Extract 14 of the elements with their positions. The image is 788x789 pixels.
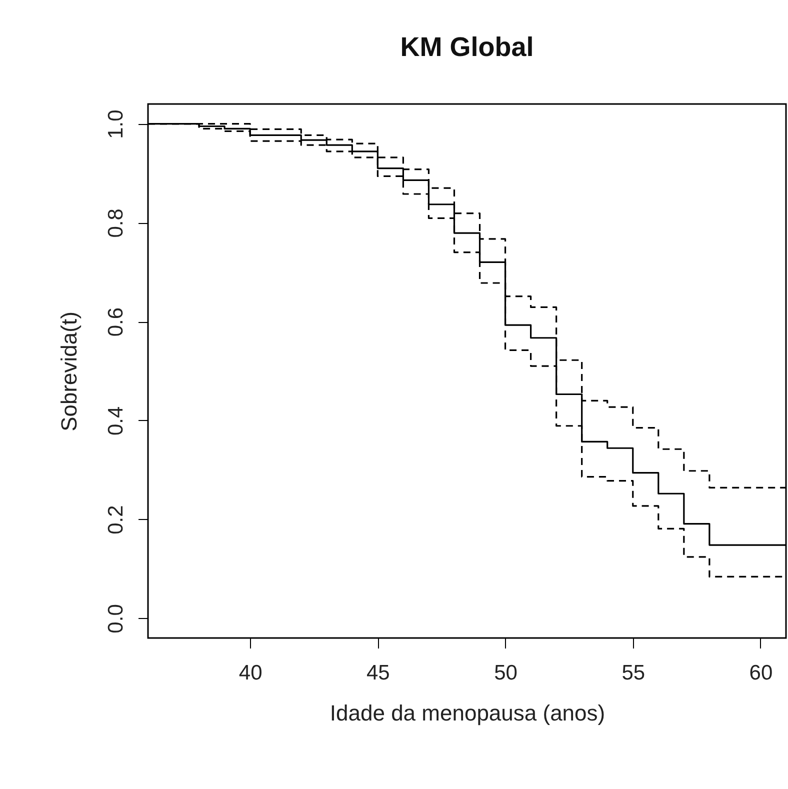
y-tick-label: 0.8	[104, 208, 128, 238]
y-tick-label: 0.4	[104, 406, 128, 436]
x-tick-label: 55	[622, 662, 646, 684]
x-tick-label: 50	[494, 662, 518, 684]
y-axis-title: Sobrevida(t)	[56, 312, 82, 432]
x-tick-label: 40	[238, 662, 262, 684]
x-axis-title: Idade da menopausa (anos)	[330, 700, 606, 726]
x-tick-label: 60	[749, 662, 773, 684]
y-tick-label: 1.0	[104, 110, 128, 139]
chart-title: KM Global	[400, 32, 534, 62]
y-tick-label: 0.2	[104, 505, 128, 534]
x-tick-label: 45	[366, 662, 390, 684]
y-tick-label: 0.6	[104, 307, 128, 337]
y-tick-label: 0.0	[104, 604, 128, 634]
